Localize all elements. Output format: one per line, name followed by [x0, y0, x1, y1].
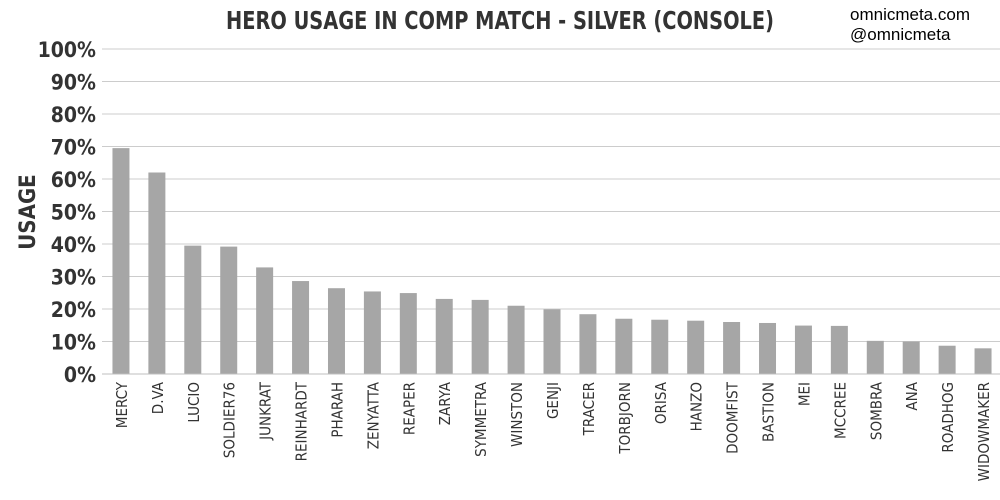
bar-reinhardt [292, 281, 310, 374]
y-tick-label: 100% [38, 38, 96, 62]
chart-title: HERO USAGE IN COMP MATCH - SILVER (CONSO… [226, 6, 774, 35]
bar-zenyatta [363, 291, 381, 374]
x-tick-label: TORBJORN [616, 382, 634, 455]
x-tick-label: ANA [903, 381, 921, 410]
bars [112, 148, 992, 374]
bar-tracer [579, 314, 597, 374]
bar-junkrat [256, 267, 274, 374]
x-tick-label: DOOMFIST [724, 381, 742, 454]
y-tick-labels: 0% 10% 20% 30% 40% 50% 60% 70% 80% 90% 100% [38, 38, 96, 387]
bar-mccree [830, 325, 848, 374]
x-tick-label: MCCREE [831, 382, 849, 439]
bar-orisa [651, 319, 669, 374]
bar-lucio [184, 245, 202, 374]
bar-ana [902, 341, 920, 374]
credit-website: omnicmeta.com [850, 5, 970, 24]
x-tick-label: SYMMETRA [472, 381, 490, 457]
x-tick-label: ZARYA [436, 381, 454, 425]
bar-doomfist [723, 322, 741, 374]
bar-soldier76 [220, 246, 238, 374]
bar-widowmaker [974, 348, 992, 374]
bar-mei [794, 325, 812, 374]
x-tick-label: MERCY [113, 381, 131, 428]
y-tick-label: 70% [51, 136, 96, 160]
x-tick-label: WIDOWMAKER [975, 382, 993, 481]
y-tick-label: 10% [51, 331, 96, 355]
x-tick-label: HANZO [688, 382, 706, 431]
x-tick-label: PHARAH [328, 382, 346, 438]
x-tick-label: ZENYATTA [364, 381, 382, 449]
y-tick-label: 30% [51, 266, 96, 290]
x-tick-label: SOMBRA [867, 381, 885, 440]
credit-handle: @omnicmeta [850, 25, 951, 44]
bar-bastion [759, 322, 777, 374]
x-tick-label: TRACER [580, 382, 598, 436]
bar-winston [507, 305, 525, 374]
x-tick-label: WINSTON [508, 382, 526, 447]
bar-hanzo [687, 320, 705, 374]
y-tick-label: 90% [51, 71, 96, 95]
x-tick-label: ROADHOG [939, 382, 957, 453]
x-tick-label: BASTION [760, 382, 778, 442]
y-tick-label: 80% [51, 103, 96, 127]
bar-d-va [148, 172, 166, 374]
bar-sombra [866, 340, 884, 374]
x-tick-label: REINHARDT [293, 381, 311, 461]
x-tick-label: SOLDIER76 [221, 382, 239, 458]
x-tick-label: MEI [795, 382, 813, 406]
y-tick-label: 20% [51, 298, 96, 322]
x-tick-label: REAPER [400, 382, 418, 435]
bar-zarya [435, 298, 453, 374]
bar-symmetra [471, 299, 489, 374]
x-tick-label: D.VA [149, 381, 167, 414]
gridlines [102, 48, 1000, 342]
y-tick-label: 50% [51, 201, 96, 225]
y-axis-label: USAGE [16, 174, 41, 249]
y-tick-label: 40% [51, 233, 96, 257]
x-tick-label: LUCIO [185, 382, 203, 423]
x-tick-label: JUNKRAT [257, 381, 275, 441]
bar-genji [543, 309, 561, 374]
bar-mercy [112, 148, 130, 374]
x-tick-label: ORISA [652, 381, 670, 424]
y-tick-label: 60% [51, 168, 96, 192]
bar-reaper [399, 293, 417, 374]
bar-roadhog [938, 345, 956, 374]
bar-torbjorn [615, 318, 633, 374]
bar-pharah [327, 288, 345, 374]
x-tick-label: GENJI [544, 382, 562, 419]
y-tick-label: 0% [64, 363, 96, 387]
x-tick-labels: MERCY D.VA LUCIO SOLDIER76 JUNKRAT REINHARDT P… [113, 381, 993, 481]
